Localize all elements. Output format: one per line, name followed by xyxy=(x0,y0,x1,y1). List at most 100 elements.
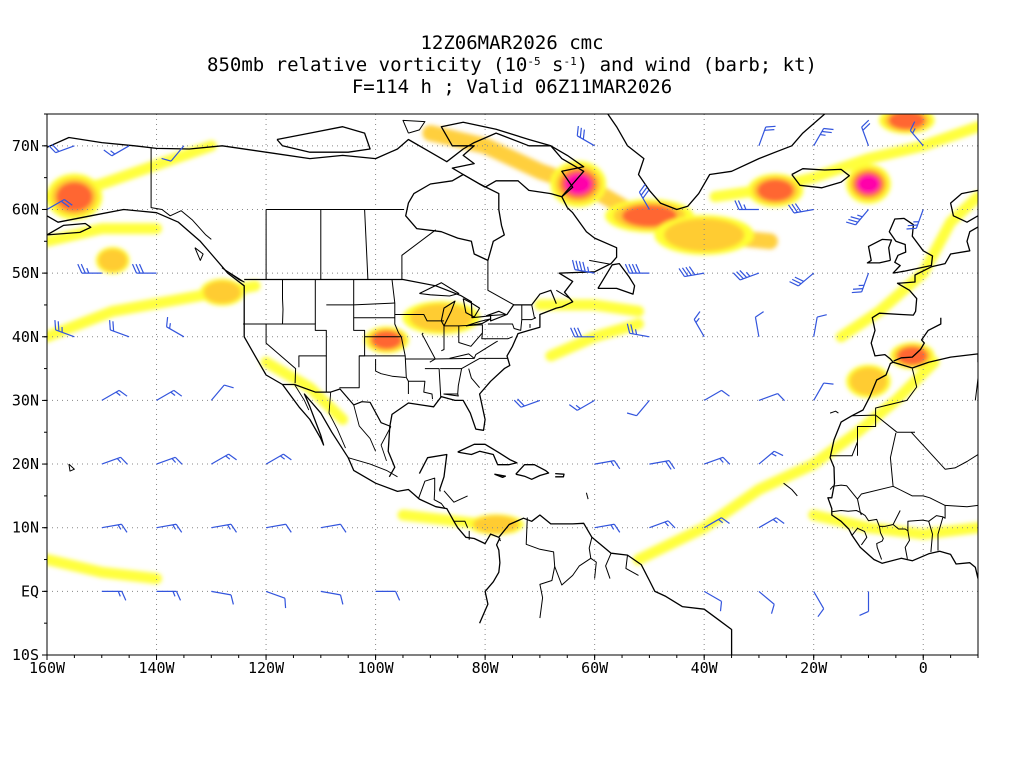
barb-feather xyxy=(174,456,183,465)
south-america-border xyxy=(554,557,592,586)
vorticity-maximum xyxy=(472,515,520,534)
africa-border xyxy=(945,504,978,508)
canada-boundary xyxy=(556,289,574,303)
barb-feather xyxy=(719,601,723,612)
vorticity-band xyxy=(835,191,978,343)
barb-half-feather xyxy=(117,524,122,530)
wind-barb xyxy=(156,523,183,533)
barb-feather xyxy=(165,316,169,327)
small-island xyxy=(585,492,589,500)
wind-barb xyxy=(161,145,185,162)
coastline-mediterranean xyxy=(892,353,978,369)
lon-label: 100W xyxy=(358,659,395,677)
africa-border xyxy=(851,527,868,546)
mexico-state-boundary xyxy=(328,392,346,449)
barb-feather xyxy=(568,404,578,411)
mexico-state-boundary xyxy=(348,457,398,478)
barb-staff xyxy=(320,590,341,596)
lon-label: 120W xyxy=(248,659,285,677)
coastline-greenland xyxy=(607,114,826,211)
coastlines-and-borders xyxy=(47,114,978,655)
wind-barb xyxy=(859,591,870,616)
small-island xyxy=(829,410,839,414)
africa-border xyxy=(831,510,861,513)
us-state-boundary xyxy=(441,325,445,352)
barb-feather xyxy=(626,412,637,417)
barb-half-feather xyxy=(587,266,590,273)
vorticity-maximum xyxy=(849,367,888,396)
barb-feather xyxy=(852,288,863,290)
barb-feather xyxy=(109,320,111,331)
south-america-border xyxy=(605,553,612,579)
barb-feather xyxy=(768,668,777,677)
barb-feather xyxy=(173,389,183,397)
barb-feather xyxy=(630,324,634,335)
barb-feather xyxy=(230,594,234,605)
wind-barb xyxy=(734,200,759,211)
coastline-yucatan xyxy=(418,453,448,492)
wind-barb xyxy=(678,266,705,278)
coastline-iberia-med xyxy=(893,317,942,362)
wind-barb xyxy=(101,590,127,601)
coastline-puerto-rico xyxy=(555,472,565,478)
coastline-baffin xyxy=(440,121,585,198)
us-state-boundary xyxy=(408,380,433,400)
wind-barb xyxy=(624,263,650,274)
wind-barb xyxy=(48,143,75,154)
title-exponent-1: -5 xyxy=(527,55,541,68)
barb-feather xyxy=(789,281,799,287)
vorticity-maximum xyxy=(856,174,881,194)
barb-feather xyxy=(161,157,172,162)
coastline-south-america-south xyxy=(479,537,501,624)
vorticity-maximum xyxy=(897,346,928,366)
lon-label: 80W xyxy=(472,659,500,677)
barb-feather xyxy=(175,523,183,533)
lat-label: 30N xyxy=(12,391,39,409)
us-state-boundary xyxy=(404,355,409,394)
barb-feather xyxy=(755,311,764,318)
wind-barb xyxy=(320,654,339,655)
barb-staff xyxy=(813,316,818,337)
barb-feather xyxy=(112,321,115,332)
africa-border xyxy=(928,521,933,552)
lon-label: 0 xyxy=(919,659,928,677)
barb-half-feather xyxy=(610,460,615,467)
coastline-iceland xyxy=(791,168,850,189)
us-state-boundary xyxy=(353,279,396,319)
wind-barbs xyxy=(47,119,924,677)
barb-feather xyxy=(284,598,287,609)
coastline-newfoundland xyxy=(597,262,636,295)
coastline-europe-africa xyxy=(827,189,978,579)
lat-lon-grid xyxy=(47,114,978,655)
wind-barb xyxy=(103,145,130,157)
latitude-labels: 70N 60N 50N 40N 30N 20N 10N EQ 10S xyxy=(12,137,39,664)
barb-staff xyxy=(156,654,177,655)
vorticity-band xyxy=(260,356,349,425)
barb-feather xyxy=(283,453,292,461)
wind-barb xyxy=(758,392,785,402)
barb-feather xyxy=(685,266,692,276)
barb-feather xyxy=(575,260,579,271)
barb-feather xyxy=(60,200,70,208)
barb-feather xyxy=(576,125,579,136)
wind-barb xyxy=(131,263,157,274)
africa-border xyxy=(829,484,858,500)
barb-half-feather xyxy=(61,326,63,333)
wind-barb xyxy=(156,456,183,465)
great-lake xyxy=(465,318,492,327)
wind-barb xyxy=(758,125,776,147)
barb-feather xyxy=(823,382,834,385)
canada-boundary xyxy=(150,148,212,240)
barb-feather xyxy=(175,591,182,601)
vorticity-maximum xyxy=(56,182,93,212)
plot-background xyxy=(47,114,978,655)
barb-feather xyxy=(103,149,113,157)
africa-border xyxy=(910,431,978,470)
title-variable-part1: 850mb relative vorticity (10 xyxy=(207,54,528,76)
central-america-border xyxy=(453,520,469,528)
vorticity-maximum xyxy=(621,204,677,227)
barb-half-feather xyxy=(772,518,778,524)
barb-feather xyxy=(764,129,775,131)
wind-barb xyxy=(320,523,347,533)
barb-half-feather xyxy=(718,518,724,524)
